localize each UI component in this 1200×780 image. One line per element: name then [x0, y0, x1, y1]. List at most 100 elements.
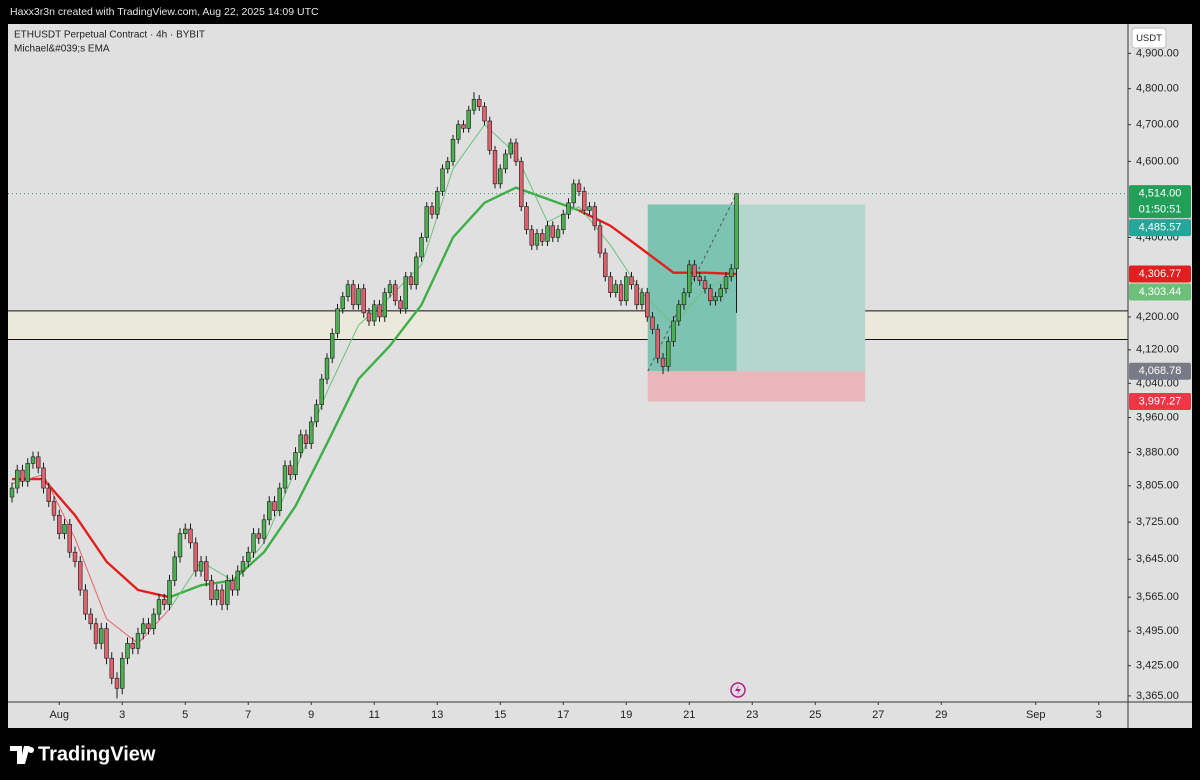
candle-body: [309, 421, 314, 444]
candle-body: [555, 229, 561, 238]
chart-panel: [8, 24, 1192, 728]
candle-body: [62, 524, 67, 534]
candle-body: [135, 633, 141, 649]
candle-body: [240, 561, 246, 572]
candle-body: [303, 434, 309, 444]
ema-line: [12, 209, 737, 599]
candle-body: [162, 599, 167, 605]
candle-body: [608, 276, 613, 293]
candle-body: [36, 456, 41, 469]
candle-body: [214, 589, 219, 600]
candle-body: [718, 288, 723, 298]
candle-body: [524, 206, 529, 230]
candle-body: [466, 109, 471, 129]
candle-body: [109, 657, 114, 679]
candle-body: [25, 463, 30, 482]
candle-body: [461, 124, 466, 129]
candle-body: [676, 304, 681, 322]
candle-body: [408, 276, 414, 285]
candle-body: [660, 357, 666, 367]
indicator-label: Michael&#039;s EMA: [14, 44, 110, 55]
x-tick-label: 27: [872, 709, 884, 721]
watermark: Haxx3r3n created with TradingView.com, A…: [10, 6, 319, 18]
candle-body: [78, 561, 83, 591]
candle-body: [114, 677, 120, 689]
x-tick-label: 29: [935, 709, 947, 721]
candle-body: [613, 284, 618, 293]
price-badge: [1129, 185, 1191, 219]
candle-body: [576, 183, 582, 192]
brand-logo: [10, 746, 30, 764]
candle-body: [88, 613, 93, 625]
price-badge: [1129, 362, 1191, 380]
candle-body: [146, 623, 151, 629]
candle-body: [519, 161, 524, 207]
candle-body: [151, 613, 156, 629]
candle-body: [666, 341, 671, 367]
candle-body: [235, 570, 240, 591]
candle-body: [529, 229, 534, 246]
candle-body: [83, 589, 88, 615]
candle-body: [503, 153, 508, 170]
candle-body: [125, 643, 130, 659]
x-tick-label: 11: [369, 709, 380, 721]
candle-body: [225, 580, 230, 605]
y-tick-label: 4,040.00: [1136, 377, 1179, 389]
candle-body: [624, 276, 629, 302]
candle-body: [340, 296, 345, 310]
candle-body: [687, 264, 692, 293]
candle-body: [219, 589, 225, 605]
candle-body: [57, 514, 62, 534]
candle-body: [671, 320, 676, 342]
currency-label: USDT: [1136, 33, 1162, 44]
candle-body: [167, 580, 172, 605]
x-tick-label: Sep: [1026, 709, 1046, 721]
candle-body: [435, 191, 440, 215]
price-badge-label: 4,514.00: [1139, 188, 1182, 200]
candle-body: [256, 533, 261, 539]
candle-body: [372, 304, 377, 322]
candle-body: [634, 284, 639, 306]
candle-body: [708, 288, 713, 302]
candle-body: [41, 467, 46, 489]
y-tick-label: 4,800.00: [1136, 83, 1179, 95]
candle-body: [450, 138, 456, 162]
candle-body: [561, 213, 566, 230]
events-icon[interactable]: [730, 682, 746, 698]
candle-body: [204, 561, 209, 581]
price-badge: [1129, 265, 1191, 283]
candle-body: [99, 628, 104, 644]
candle-body: [723, 276, 729, 289]
price-badge-label: 4,068.78: [1139, 365, 1182, 377]
x-tick-label: 13: [431, 709, 443, 721]
plot-area: [8, 92, 1128, 699]
y-tick-label: 3,960.00: [1136, 411, 1179, 423]
candle-body: [534, 233, 540, 246]
candle-body: [177, 533, 183, 558]
candle-body: [46, 487, 51, 502]
candle-body: [130, 643, 135, 649]
y-tick-label: 3,565.00: [1136, 591, 1179, 603]
x-tick-label: 3: [119, 709, 125, 721]
y-tick-label: 3,880.00: [1136, 446, 1179, 458]
candle-body: [314, 404, 319, 423]
candle-body: [319, 378, 324, 405]
y-tick-label: 3,495.00: [1136, 625, 1179, 637]
candle-body: [172, 556, 177, 581]
candle-body: [592, 206, 597, 227]
candle-body: [650, 316, 655, 330]
target-zone-filled: [647, 204, 737, 372]
candle-body: [414, 256, 419, 285]
candle-body: [345, 284, 351, 298]
y-tick-label: 3,805.00: [1136, 480, 1179, 492]
candle-body: [193, 542, 198, 572]
candle-body: [120, 657, 125, 689]
candle-body: [377, 304, 382, 318]
candle-body: [587, 206, 592, 211]
candle-body: [419, 237, 424, 258]
candle-body: [603, 252, 608, 278]
x-tick-label: 15: [494, 709, 506, 721]
currency-button[interactable]: [1131, 27, 1167, 49]
